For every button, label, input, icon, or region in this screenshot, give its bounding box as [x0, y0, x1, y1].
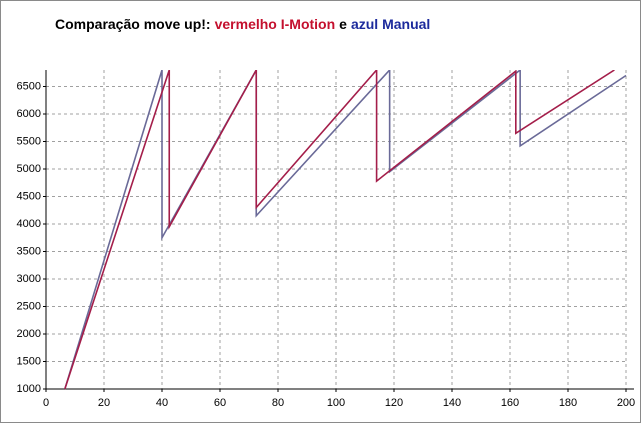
y-tick-label: 4500 — [17, 190, 41, 202]
y-tick-label: 5500 — [17, 135, 41, 147]
y-tick-label: 2500 — [17, 300, 41, 312]
y-tick-label: 4000 — [17, 218, 41, 230]
plot-lines — [64, 70, 627, 390]
y-tick-label: 2000 — [17, 328, 41, 340]
x-tick-label: 160 — [501, 397, 519, 409]
x-tick-label: 0 — [43, 397, 49, 409]
x-tick-label: 60 — [214, 397, 226, 409]
y-tick-label: 5000 — [17, 163, 41, 175]
x-tick-label: 200 — [617, 397, 635, 409]
series-line — [64, 70, 615, 390]
x-tick-label: 140 — [443, 397, 461, 409]
y-tick-label: 3000 — [17, 273, 41, 285]
title-part: e — [339, 16, 347, 32]
series-line — [64, 70, 627, 390]
x-tick-label: 40 — [156, 397, 168, 409]
title-part: vermelho I-Motion — [215, 16, 336, 32]
title-part: Comparação move up!: — [55, 16, 211, 32]
x-tick-label: 120 — [385, 397, 403, 409]
y-tick-label: 3500 — [17, 245, 41, 257]
title-part: azul Manual — [351, 16, 430, 32]
y-tick-label: 6000 — [17, 108, 41, 120]
x-tick-label: 180 — [559, 397, 577, 409]
chart-title: Comparação move up!: vermelho I-Motion e az… — [55, 16, 430, 32]
y-tick-label: 1500 — [17, 355, 41, 367]
x-tick-label: 20 — [98, 397, 110, 409]
y-tick-label: 6500 — [17, 80, 41, 92]
x-tick-label: 100 — [327, 397, 345, 409]
y-tick-label: 1000 — [17, 383, 41, 395]
x-tick-label: 80 — [272, 397, 284, 409]
